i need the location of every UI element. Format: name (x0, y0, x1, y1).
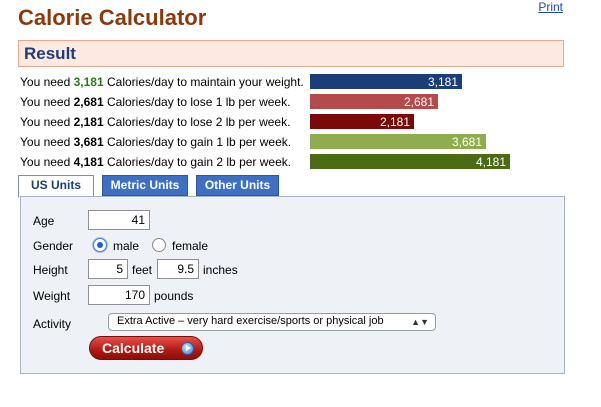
result-value: 3,181 (73, 75, 104, 89)
result-row-gain-1: You need 3,681 Calories/day to gain 1 lb… (20, 132, 580, 152)
play-arrow-icon (181, 342, 194, 355)
result-value: 4,181 (73, 155, 104, 169)
result-rows: You need 3,181 Calories/day to maintain … (20, 72, 580, 172)
result-value: 2,681 (73, 95, 104, 109)
result-bar-label: 3,681 (451, 135, 482, 149)
weight-input[interactable] (88, 285, 150, 305)
calculator-form: Age Gender male female Height feet inche… (20, 196, 565, 374)
result-value: 2,181 (73, 115, 104, 129)
print-link[interactable]: Print (538, 0, 563, 14)
result-bar-label: 2,681 (403, 95, 434, 109)
result-text: You need 2,681 Calories/day to lose 1 lb… (20, 95, 291, 109)
tab-us-units[interactable]: US Units (18, 175, 94, 198)
result-bar-label: 4,181 (475, 155, 506, 169)
tab-metric-units[interactable]: Metric Units (102, 175, 188, 196)
result-bar: 4,181 (310, 154, 510, 169)
result-row-gain-2: You need 4,181 Calories/day to gain 2 lb… (20, 152, 580, 172)
gender-female-radio[interactable] (152, 238, 166, 252)
height-inches-unit: inches (203, 263, 238, 277)
result-value: 3,681 (73, 135, 104, 149)
gender-row: Gender male female (33, 235, 553, 257)
height-inches-input[interactable] (157, 259, 199, 279)
height-feet-input[interactable] (88, 259, 128, 279)
result-bar: 2,681 (310, 94, 438, 109)
tab-other-units[interactable]: Other Units (196, 175, 279, 196)
weight-unit: pounds (154, 289, 194, 303)
select-arrows-icon: ▲▼ (411, 317, 429, 327)
activity-selected-value: Extra Active – very hard exercise/sports… (117, 315, 384, 327)
result-heading: Result (24, 44, 76, 63)
result-row-lose-1: You need 2,681 Calories/day to lose 1 lb… (20, 92, 580, 112)
weight-row: Weight pounds (33, 285, 553, 307)
result-row-maintain: You need 3,181 Calories/day to maintain … (20, 72, 580, 92)
result-bar: 3,181 (310, 74, 462, 89)
activity-row: Activity Extra Active – very hard exerci… (33, 313, 553, 335)
height-row: Height feet inches (33, 259, 553, 281)
height-feet-unit: feet (132, 263, 153, 277)
calculate-button[interactable]: Calculate (89, 336, 203, 360)
result-text: You need 2,181 Calories/day to lose 2 lb… (20, 115, 291, 129)
activity-select[interactable]: Extra Active – very hard exercise/sports… (108, 313, 436, 331)
gender-male-label[interactable]: male (113, 239, 140, 253)
result-text: You need 3,681 Calories/day to gain 1 lb… (20, 135, 292, 149)
gender-label: Gender (33, 239, 74, 253)
height-label: Height (33, 263, 68, 277)
activity-label: Activity (33, 317, 72, 331)
result-bar: 2,181 (310, 114, 414, 129)
result-bar: 3,681 (310, 134, 486, 149)
age-label: Age (33, 214, 55, 228)
result-text: You need 3,181 Calories/day to maintain … (20, 75, 304, 89)
gender-female-label[interactable]: female (172, 239, 209, 253)
result-bar-label: 3,181 (427, 75, 458, 89)
age-row: Age (33, 210, 553, 232)
gender-male-radio[interactable] (93, 238, 107, 252)
result-row-lose-2: You need 2,181 Calories/day to lose 2 lb… (20, 112, 580, 132)
result-bar-label: 2,181 (379, 115, 410, 129)
calculate-label: Calculate (102, 340, 165, 356)
result-header: Result (18, 40, 564, 67)
result-text: You need 4,181 Calories/day to gain 2 lb… (20, 155, 292, 169)
page-title: Calorie Calculator (18, 5, 207, 30)
weight-label: Weight (33, 289, 71, 303)
age-input[interactable] (88, 210, 150, 230)
